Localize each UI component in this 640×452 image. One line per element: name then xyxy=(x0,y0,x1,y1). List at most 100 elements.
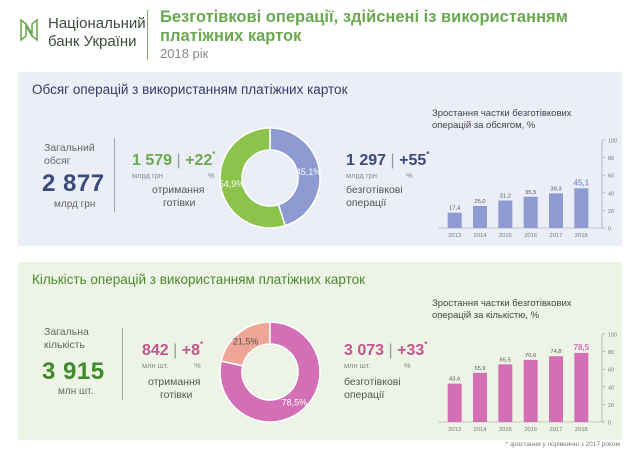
volume-bars-ytick-100: 100 xyxy=(608,139,617,145)
volume-bar-chart: 0 20 40 60 80 100 17,4 2013 25,0 2014 31,2 2015 35,5… xyxy=(438,139,617,239)
volume-bars-ytick-20: 20 xyxy=(608,209,614,215)
count-bars-category-label-2015: 2015 xyxy=(499,427,512,433)
count-bars-category-label-2017: 2017 xyxy=(550,427,563,433)
count-cash-change: +8 xyxy=(181,342,201,359)
volume-bars-value-label-2013: 17,4 xyxy=(449,206,461,212)
count-cash-label-line2: готівки xyxy=(160,389,193,401)
volume-bar-title-line1: Зростання частки безготівкових xyxy=(432,108,572,119)
volume-bars-category-label-2015: 2015 xyxy=(499,233,512,239)
count-bars-category-label-2016: 2016 xyxy=(524,427,537,433)
volume-cashless-change: +55 xyxy=(399,152,427,169)
volume-total-label-line2: обсяг xyxy=(44,155,71,167)
count-panel-title: Кількість операцій з використанням платі… xyxy=(32,272,366,287)
volume-bars-category-label-2018: 2018 xyxy=(575,233,588,239)
volume-cash-divider: | xyxy=(176,152,181,169)
count-bar-chart: 0 20 40 60 80 100 43,6 2013 55,9 2014 65,5 2015 70,6… xyxy=(438,333,617,433)
count-bars-value-label-2017: 74,8 xyxy=(550,349,561,355)
count-total-label-line1: Загальна xyxy=(44,326,89,338)
count-bars-value-label-2016: 70,6 xyxy=(525,353,536,359)
logo-text-line1: Національний xyxy=(48,15,146,32)
volume-cashless-unit: млрд грн xyxy=(346,171,378,180)
volume-bars-bar-2014 xyxy=(473,206,487,228)
count-bars-value-label-2015: 65,5 xyxy=(500,357,511,363)
volume-donut-slice-label-2: 54,9% xyxy=(219,179,245,189)
volume-bars-value-label-2015: 31,2 xyxy=(500,194,511,200)
count-bars-category-label-2014: 2014 xyxy=(474,427,488,433)
volume-cash-unit: млрд грн xyxy=(132,171,164,180)
volume-bars-ytick-40: 40 xyxy=(608,191,614,197)
volume-bar-title-line2: операцій за обсягом, % xyxy=(432,120,536,131)
volume-cash-label-line2: готівки xyxy=(163,197,196,209)
volume-donut-slice-2 xyxy=(219,127,287,229)
volume-bars-ytick-0: 0 xyxy=(608,227,611,233)
count-cashless-pct-unit: % xyxy=(404,361,411,370)
count-bar-title-line1: Зростання частки безготівкових xyxy=(432,298,572,309)
volume-donut-slice-1 xyxy=(269,127,321,227)
volume-total-unit: млрд грн xyxy=(54,199,96,210)
count-total-label-line2: кількість xyxy=(44,339,85,351)
count-cashless-label-line1: безготівкові xyxy=(344,376,401,388)
count-bars-bar-2014 xyxy=(473,372,487,422)
count-cashless-star: * xyxy=(424,340,428,349)
logo-text-line2: банк України xyxy=(48,33,137,50)
volume-bars-category-label-2013: 2013 xyxy=(448,233,461,239)
volume-cash-pct-unit: % xyxy=(208,171,215,180)
count-cashless-change: +33 xyxy=(397,342,425,359)
volume-panel-title: Обсяг операцій з використанням платіжних… xyxy=(32,82,348,97)
count-bars-value-label-2018: 78,5 xyxy=(574,343,590,352)
volume-bars-value-label-2018: 45,1 xyxy=(574,178,590,187)
volume-bars-ytick-60: 60 xyxy=(608,174,614,180)
volume-bars-bar-2018 xyxy=(574,188,589,228)
count-cashless-figure: 3 073 | +33* xyxy=(344,340,428,360)
count-panel: Кількість операцій з використанням платі… xyxy=(18,262,622,440)
volume-bars-category-label-2014: 2014 xyxy=(474,233,488,239)
volume-cashless-label-line1: безготівкові xyxy=(346,184,403,196)
volume-total-label-line1: Загальний xyxy=(44,142,95,154)
volume-total-value: 2 877 xyxy=(42,170,105,197)
count-bars-ytick-60: 60 xyxy=(608,368,614,374)
count-bars-bar-2016 xyxy=(523,359,538,422)
header: Національний банк України Безготівкові о… xyxy=(0,0,640,68)
count-bars-value-label-2014: 55,9 xyxy=(474,366,485,372)
count-donut-slice-label-2: 78,5% xyxy=(282,397,308,407)
count-bars-bar-2017 xyxy=(549,356,563,422)
volume-bars-value-label-2014: 25,0 xyxy=(474,199,485,205)
volume-bars-category-label-2017: 2017 xyxy=(550,233,563,239)
count-bars-ytick-0: 0 xyxy=(608,421,611,427)
volume-bars-value-label-2016: 35,5 xyxy=(525,190,536,196)
count-donut-slice-label-1: 21,5% xyxy=(233,337,259,347)
volume-donut-chart: 45,1% 54,9% xyxy=(219,127,322,229)
count-cash-label-line1: отримання xyxy=(148,376,201,388)
volume-bars-value-label-2017: 39,3 xyxy=(550,186,561,192)
footnote: * зростання у порівнянні з 2017 роком xyxy=(505,441,620,448)
volume-bars-ytick-80: 80 xyxy=(608,156,614,162)
count-cash-divider: | xyxy=(173,342,178,359)
nbu-logo-icon xyxy=(20,18,38,42)
count-cashless-divider: | xyxy=(388,342,393,359)
volume-cashless-pct-unit: % xyxy=(406,171,413,180)
count-bars-category-label-2013: 2013 xyxy=(448,427,461,433)
count-bar-title-line2: операцій за кількістю, % xyxy=(432,310,540,321)
count-bars-ytick-20: 20 xyxy=(608,403,614,409)
count-total-value: 3 915 xyxy=(42,358,105,385)
volume-cashless-value: 1 297 xyxy=(346,152,387,169)
count-bars-ytick-80: 80 xyxy=(608,350,614,356)
page-title: Безготівкові операції, здійснені із вико… xyxy=(160,8,568,45)
volume-cash-figure: 1 579 | +22* xyxy=(132,150,215,170)
volume-bars-bar-2017 xyxy=(549,193,563,228)
count-cash-figure: 842 | +8* xyxy=(142,340,204,360)
volume-cashless-divider: | xyxy=(390,152,395,169)
volume-separator xyxy=(114,138,115,212)
volume-bars-bar-2015 xyxy=(498,200,513,228)
count-cashless-label-line2: операції xyxy=(344,389,385,401)
count-bars-bar-2015 xyxy=(498,364,513,422)
volume-donut-slice-label-1: 45,1% xyxy=(296,167,322,177)
volume-panel: Обсяг операцій з використанням платіжних… xyxy=(18,72,622,246)
volume-bars-bar-2013 xyxy=(447,212,462,228)
count-cash-star: * xyxy=(200,340,204,349)
count-donut-slice-2 xyxy=(219,321,321,423)
count-bars-bar-2018 xyxy=(574,352,589,422)
volume-cash-change: +22 xyxy=(185,152,213,169)
count-bars-category-label-2018: 2018 xyxy=(575,427,588,433)
volume-bars-bar-2016 xyxy=(523,196,538,228)
